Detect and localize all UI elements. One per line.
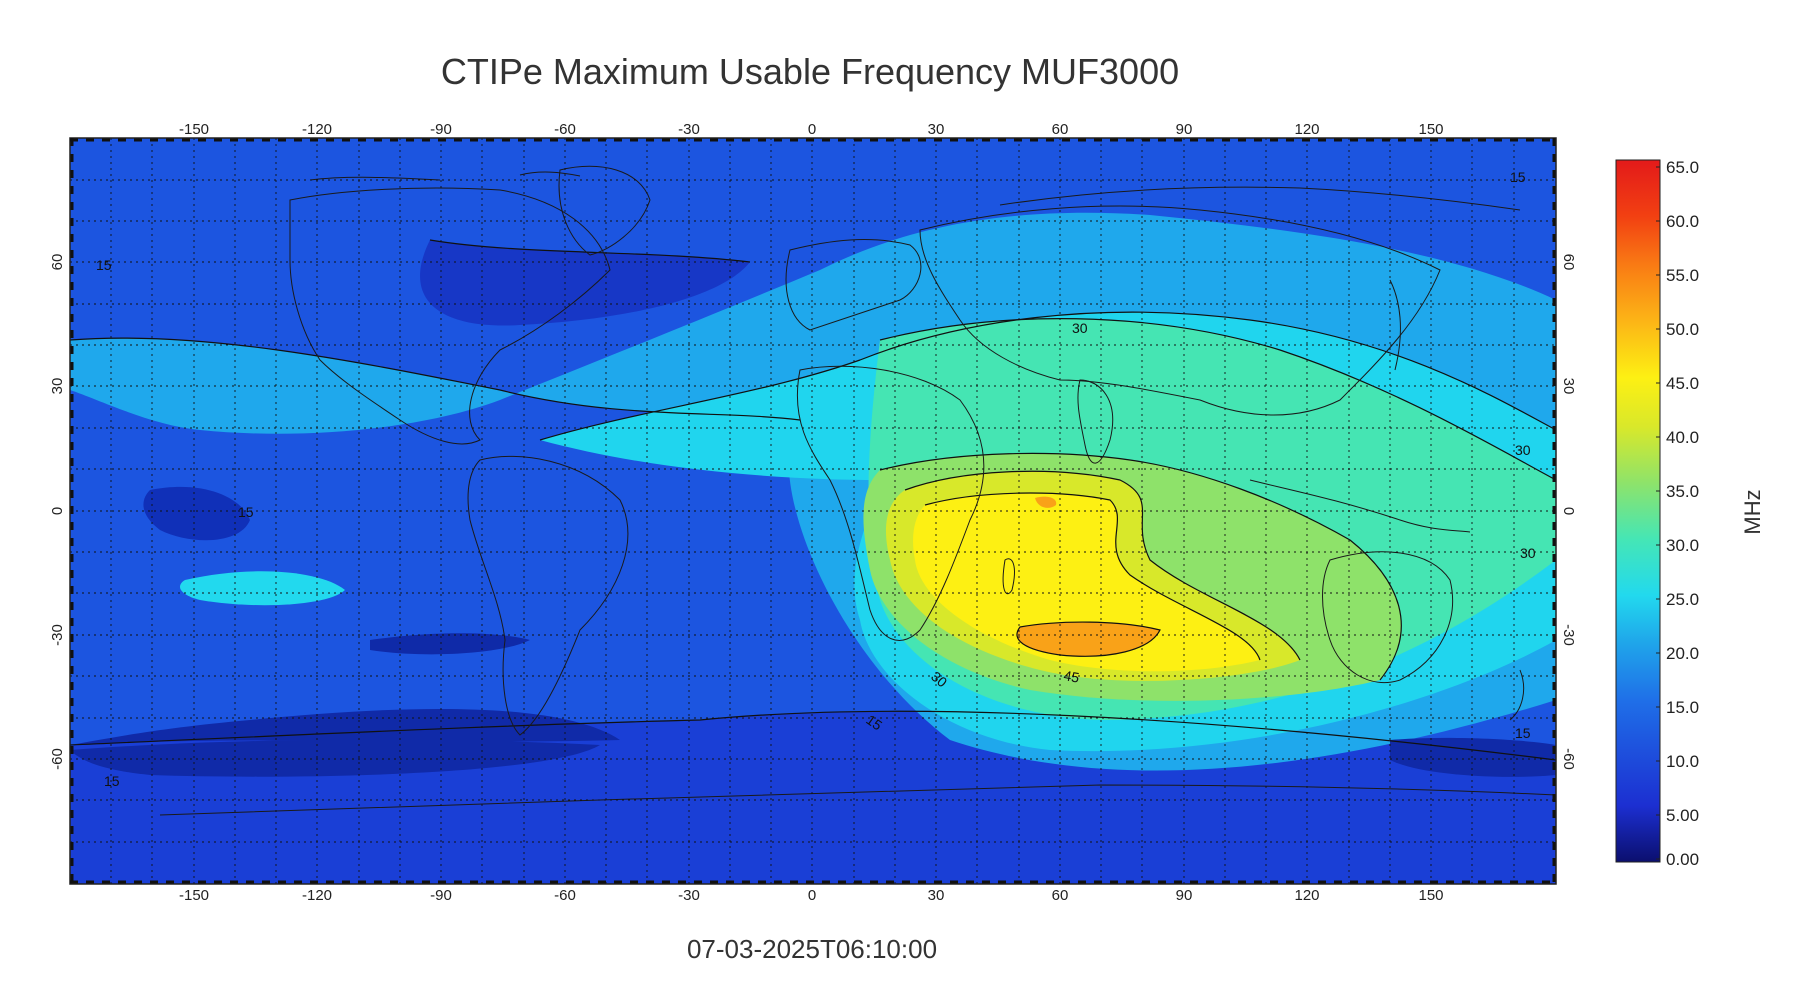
map-frame-ticks [70,138,1556,884]
colorbar-label: 55.0 [1666,266,1699,285]
lat-ticks-left: 60 30 0 -30 -60 [49,254,66,770]
contour-label: 30 [1072,320,1088,336]
colorbar-label: 0.00 [1666,850,1699,869]
contour-band-50 [1016,622,1160,657]
lon-tick-label: 150 [1418,121,1443,138]
colorbar-label: 10.0 [1666,752,1699,771]
lon-tick-label: 0 [808,887,816,904]
colorbar-ticks [1656,166,1660,860]
lon-ticks-top: -150 -120 -90 -60 -30 0 30 60 90 120 150 [179,121,1444,138]
lat-ticks-right: 60 30 0 -30 -60 [1560,254,1577,770]
lon-tick-label: 0 [808,121,816,138]
lon-tick-label: 90 [1176,121,1193,138]
lon-tick-label: -120 [302,121,332,138]
coastline-asia [919,205,1441,416]
lat-tick-label: 60 [49,254,66,271]
contour-patch-south-indian-deep [1390,737,1556,777]
lat-tick-label: -60 [1560,748,1577,770]
lat-tick-label: 30 [49,378,66,395]
map-frame [69,137,1557,885]
lon-ticks-bottom: -150 -120 -90 -60 -30 0 30 60 90 120 150 [179,887,1444,904]
contour-label: 30 [1515,442,1531,458]
colorbar-label: 30.0 [1666,536,1699,555]
lon-tick-label: 90 [1176,887,1193,904]
contour-band-small-peak [1035,496,1057,508]
lon-tick-label: -60 [554,121,576,138]
contour-patch-pacific-2 [143,486,250,541]
colorbar-label: 5.00 [1666,806,1699,825]
contour-patch-pacific-1 [180,571,345,606]
lon-tick-label: 120 [1294,887,1319,904]
colorbar [1615,159,1661,863]
colorbar-label: 25.0 [1666,590,1699,609]
coastline-greenland [558,165,651,256]
coastline-siberia-north [999,186,1521,211]
contour-label: 15 [104,773,120,789]
lon-tick-label: 60 [1052,121,1069,138]
lon-tick-label: -150 [179,121,209,138]
lon-tick-label: -90 [430,121,452,138]
lon-tick-label: 30 [928,121,945,138]
coastline-indonesia [1249,479,1471,533]
lon-tick-label: -120 [302,887,332,904]
colorbar-label: 40.0 [1666,428,1699,447]
colorbar-labels: 65.0 60.0 55.0 50.0 45.0 40.0 35.0 30.0 … [1666,158,1699,869]
contour-label: 45 [1062,667,1080,685]
lat-tick-label: 60 [1560,254,1577,271]
colorbar-label: 45.0 [1666,374,1699,393]
contour-label: 15 [238,504,254,520]
lon-tick-label: -90 [430,887,452,904]
contour-label: 15 [1515,725,1531,741]
lon-tick-label: -30 [678,887,700,904]
colorbar-label: 50.0 [1666,320,1699,339]
lat-tick-label: 0 [49,507,66,515]
chart-title: CTIPe Maximum Usable Frequency MUF3000 [441,51,1179,92]
coastline-south-america [467,455,629,736]
colorbar-label: 20.0 [1666,644,1699,663]
lon-tick-label: 120 [1294,121,1319,138]
lat-tick-label: 0 [1560,507,1577,515]
lat-tick-label: -30 [49,624,66,646]
coastline-africa [796,365,985,641]
contour-label: 15 [96,257,112,273]
lon-tick-label: -150 [179,887,209,904]
timestamp: 07-03-2025T06:10:00 [687,934,937,964]
coastline-japan [1389,279,1401,371]
coastline-australia [1322,551,1454,684]
coastline-india [1077,379,1114,464]
coastline-europe [785,239,922,331]
graticule [70,138,1556,884]
lon-tick-label: -30 [678,121,700,138]
coastline-north-america [289,187,611,445]
colorbar-unit-label: MHz [1740,489,1765,534]
lat-tick-label: -30 [1560,624,1577,646]
contour-band-south-deep [70,708,620,745]
colorbar-label: 65.0 [1666,158,1699,177]
colorbar-label: 15.0 [1666,698,1699,717]
muf-contour-field [70,138,1556,884]
colorbar-label: 35.0 [1666,482,1699,501]
contour-label: 30 [1520,545,1536,561]
coastline-new-zealand [1509,669,1525,721]
coastline-madagascar [1002,558,1015,595]
contour-patch-south-pacific-deep [70,739,600,777]
lat-tick-label: -60 [49,748,66,770]
lon-tick-label: 30 [928,887,945,904]
colorbar-label: 60.0 [1666,212,1699,231]
contour-band-45 [913,493,1260,672]
lon-tick-label: -60 [554,887,576,904]
contour-label: 15 [1510,169,1526,185]
contour-patch-atlantic-deep [370,633,530,655]
lon-tick-label: 150 [1418,887,1443,904]
lat-tick-label: 30 [1560,378,1577,395]
lon-tick-label: 60 [1052,887,1069,904]
coastline-arctic-islands [309,171,581,181]
